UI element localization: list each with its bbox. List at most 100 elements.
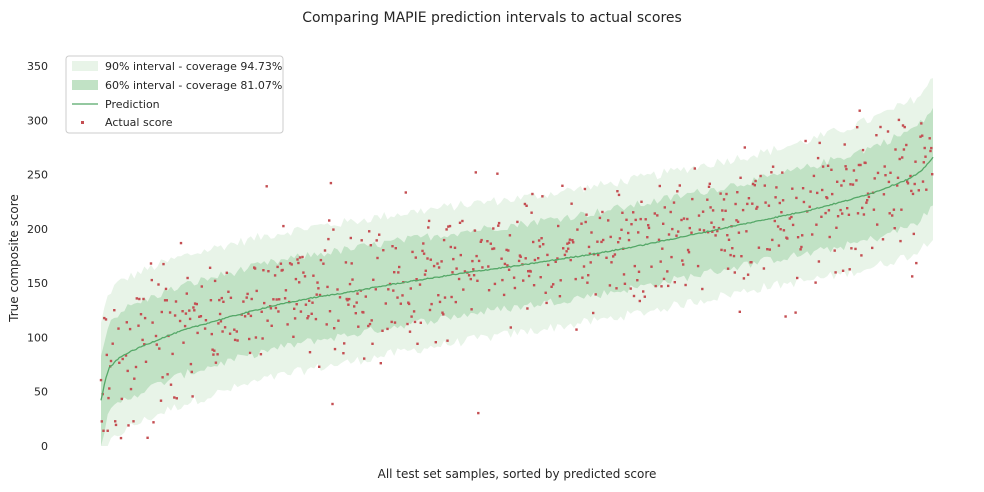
actual-score-point <box>915 261 918 265</box>
actual-score-point <box>650 265 653 268</box>
actual-score-point <box>570 202 573 205</box>
actual-score-point <box>388 282 392 286</box>
actual-score-point <box>592 253 596 256</box>
actual-score-point <box>538 245 542 248</box>
actual-score-point <box>382 249 385 252</box>
actual-score-point <box>228 332 232 335</box>
actual-score-point <box>210 332 213 336</box>
actual-score-point <box>322 262 325 265</box>
actual-score-point <box>862 213 866 216</box>
actual-score-point <box>500 257 503 260</box>
actual-score-point <box>188 309 191 312</box>
actual-score-point <box>283 297 287 300</box>
actual-score-point <box>328 219 331 222</box>
actual-score-point <box>374 288 377 291</box>
actual-score-point <box>196 331 199 335</box>
actual-score-point <box>644 218 647 221</box>
actual-score-point <box>220 296 223 300</box>
actual-score-point <box>524 257 527 260</box>
actual-score-point <box>193 309 196 312</box>
actual-score-point <box>638 299 641 303</box>
actual-score-point <box>386 327 389 331</box>
actual-score-point <box>736 220 740 223</box>
actual-score-point <box>741 208 745 212</box>
actual-score-point <box>623 282 627 285</box>
actual-score-point <box>242 300 245 303</box>
actual-score-point <box>720 248 723 252</box>
actual-score-point <box>867 195 871 199</box>
actual-score-point <box>505 248 508 252</box>
actual-score-point <box>860 254 863 257</box>
actual-score-point <box>727 238 731 241</box>
actual-score-point <box>670 255 673 259</box>
actual-score-point <box>836 215 840 218</box>
actual-score-point <box>817 260 821 263</box>
actual-score-point <box>272 298 275 301</box>
actual-score-point <box>489 242 492 245</box>
actual-score-point <box>446 339 449 342</box>
actual-score-point <box>684 283 687 287</box>
actual-score-point <box>558 295 562 298</box>
actual-score-point <box>193 302 197 305</box>
actual-score-point <box>168 311 172 314</box>
actual-score-point <box>139 313 143 316</box>
actual-score-point <box>469 277 472 281</box>
x-axis-label: All test set samples, sorted by predicte… <box>378 467 657 481</box>
actual-score-point <box>537 257 540 260</box>
actual-score-point <box>461 219 464 223</box>
actual-score-point <box>354 312 357 315</box>
actual-score-point <box>261 337 264 340</box>
actual-score-point <box>586 281 589 284</box>
actual-score-point <box>299 310 303 313</box>
actual-score-point <box>368 230 371 233</box>
actual-score-point <box>218 312 222 316</box>
actual-score-point <box>260 310 263 313</box>
actual-score-point <box>931 173 934 176</box>
actual-score-point <box>462 288 465 291</box>
actual-score-point <box>835 226 838 229</box>
actual-score-point <box>662 222 665 225</box>
y-axis-label: True composite score <box>7 194 21 323</box>
actual-score-point <box>432 264 436 268</box>
actual-score-point <box>507 268 511 271</box>
actual-score-point <box>866 199 869 202</box>
actual-score-point <box>654 284 657 288</box>
actual-score-point <box>179 241 183 245</box>
actual-score-point <box>659 260 662 263</box>
actual-score-point <box>507 249 510 252</box>
actual-score-point <box>163 299 167 302</box>
actual-score-point <box>512 276 516 279</box>
actual-score-point <box>843 143 846 146</box>
actual-score-point <box>327 237 330 241</box>
actual-score-point <box>103 316 106 320</box>
actual-score-point <box>308 351 312 354</box>
actual-score-point <box>491 247 494 251</box>
actual-score-point <box>820 215 823 218</box>
actual-score-point <box>404 191 407 194</box>
actual-score-point <box>447 225 450 228</box>
actual-score-point <box>637 270 641 273</box>
actual-score-point <box>565 250 568 253</box>
actual-score-point <box>333 347 337 351</box>
actual-score-point <box>794 311 797 314</box>
actual-score-point <box>680 218 683 222</box>
actual-score-point <box>682 217 686 220</box>
actual-score-point <box>211 348 214 351</box>
actual-score-point <box>152 421 155 424</box>
actual-score-point <box>925 188 928 191</box>
actual-score-point <box>142 297 145 301</box>
actual-score-point <box>351 278 354 281</box>
actual-score-point <box>186 276 189 280</box>
actual-score-point <box>133 377 136 380</box>
actual-score-point <box>282 224 285 228</box>
actual-score-point <box>426 257 429 260</box>
actual-score-point <box>582 265 586 268</box>
actual-score-point <box>394 247 397 250</box>
actual-score-point <box>827 209 831 212</box>
actual-score-point <box>677 230 680 233</box>
actual-score-point <box>776 225 780 228</box>
actual-score-point <box>580 222 583 225</box>
actual-score-point <box>414 256 417 259</box>
actual-score-point <box>454 300 457 304</box>
actual-score-point <box>337 319 340 322</box>
